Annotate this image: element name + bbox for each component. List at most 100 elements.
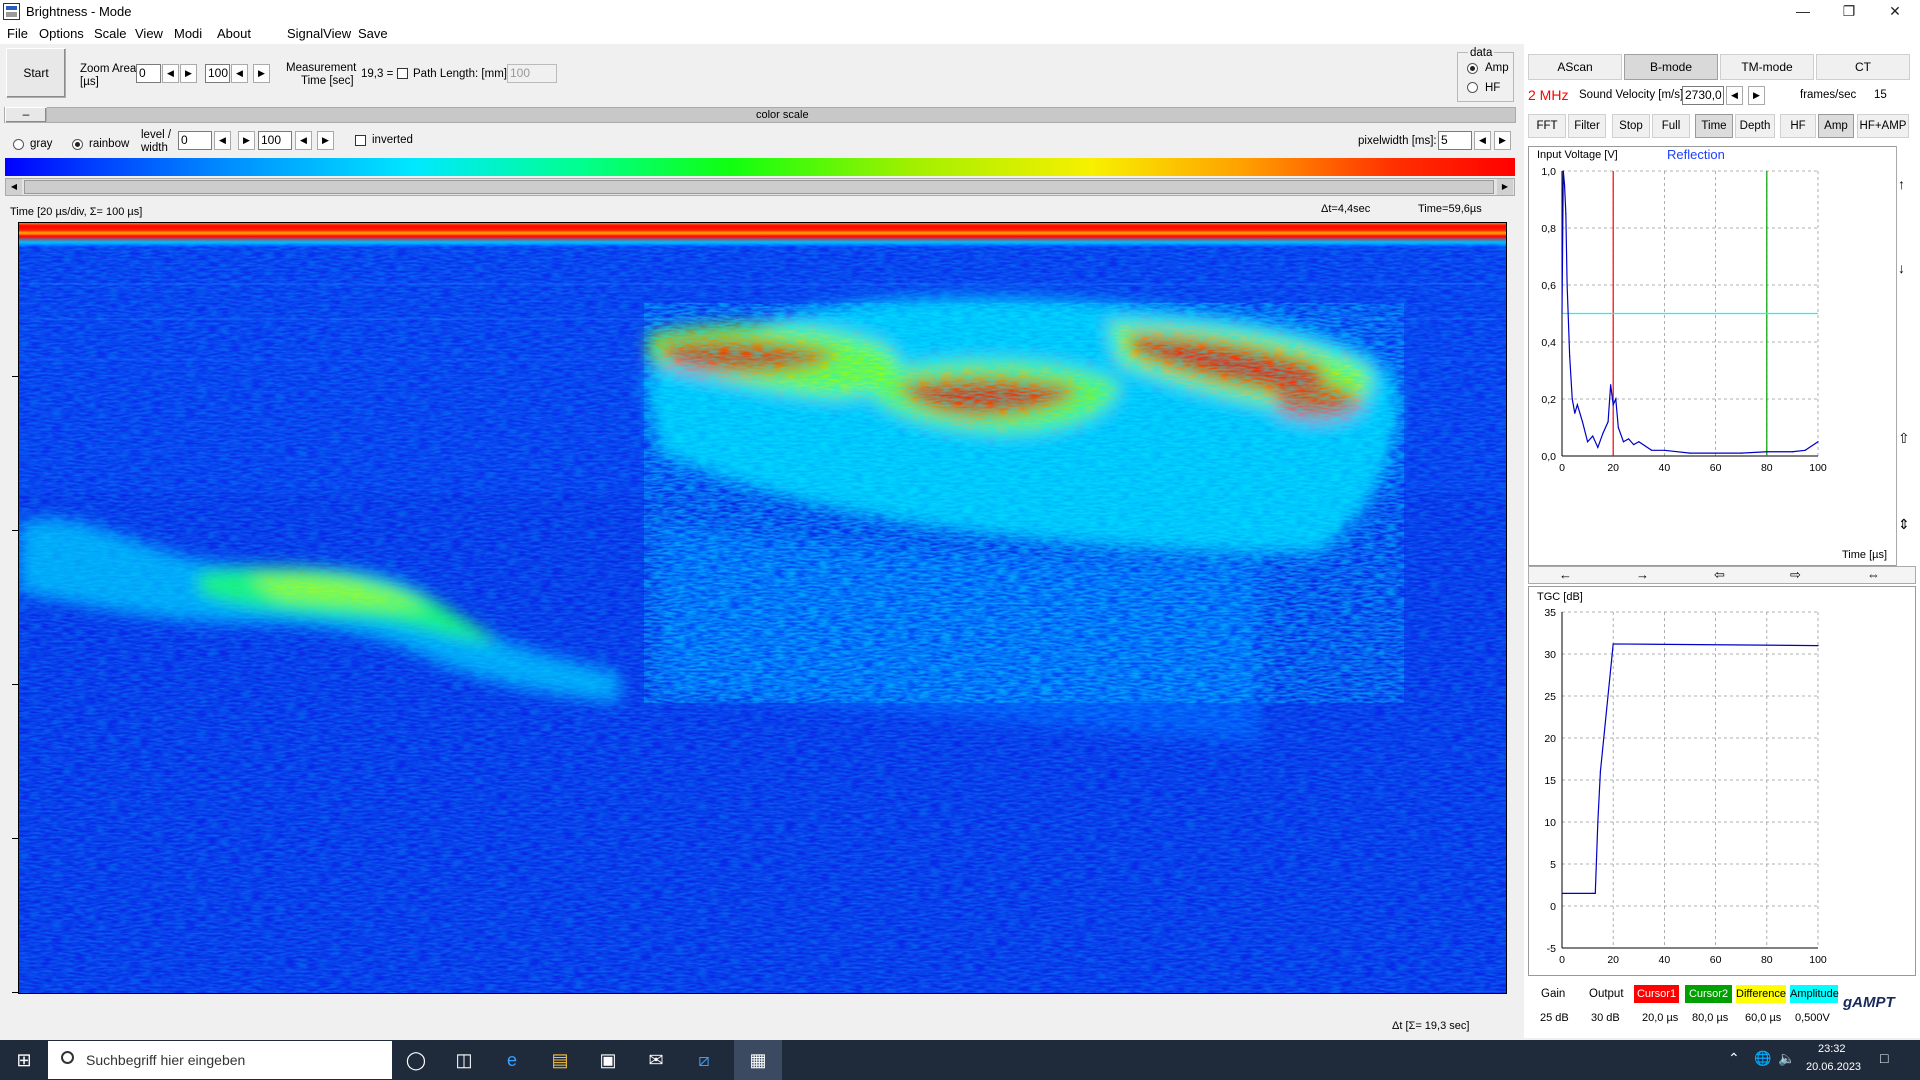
y-tick-label: 20 bbox=[1544, 733, 1556, 745]
scale-down-arrow[interactable]: ↓ bbox=[1898, 260, 1905, 276]
zoom-from-left-arrow[interactable]: ◀ bbox=[162, 64, 179, 83]
nav-both-arrow[interactable]: ⇔ bbox=[1867, 567, 1880, 582]
zoom-area-label: Zoom Area bbox=[80, 63, 136, 75]
file-explorer-icon[interactable]: ▤ bbox=[536, 1040, 584, 1080]
fft-button[interactable]: FFT bbox=[1528, 114, 1566, 138]
menu-file[interactable]: File bbox=[7, 26, 28, 41]
scroll-thumb[interactable] bbox=[24, 180, 1494, 194]
mail-icon[interactable]: ✉ bbox=[632, 1040, 680, 1080]
inverted-checkbox[interactable] bbox=[355, 135, 366, 146]
menu-about[interactable]: About bbox=[217, 26, 251, 41]
y-tick-label: 0,6 bbox=[1541, 280, 1556, 292]
notifications-icon[interactable]: □ bbox=[1880, 1050, 1888, 1066]
maximize-button[interactable]: ❐ bbox=[1826, 0, 1872, 24]
tab-bmode[interactable]: B-mode bbox=[1624, 54, 1718, 80]
zoom-from-input[interactable]: 0 bbox=[136, 64, 161, 83]
tab-tmmode[interactable]: TM-mode bbox=[1720, 54, 1814, 80]
offset-updown-arrow[interactable]: ⇕ bbox=[1898, 516, 1910, 533]
nav-left-arrow[interactable]: ← bbox=[1559, 567, 1572, 582]
velocity-right-arrow[interactable]: ▶ bbox=[1748, 86, 1765, 105]
zoom-to-left-arrow[interactable]: ◀ bbox=[231, 64, 248, 83]
nav-left-hollow-arrow[interactable]: ⇦ bbox=[1714, 567, 1725, 583]
x-tick-label: 80 bbox=[1761, 462, 1773, 474]
zoom-to-right-arrow[interactable]: ▶ bbox=[253, 64, 270, 83]
data-amp-radio[interactable] bbox=[1467, 63, 1478, 74]
scroll-right-arrow[interactable]: ▶ bbox=[1497, 179, 1513, 195]
gray-radio[interactable] bbox=[13, 139, 24, 150]
edge-icon[interactable]: e bbox=[488, 1040, 536, 1080]
windows-start-icon[interactable]: ⊞ bbox=[0, 1040, 48, 1080]
velocity-left-arrow[interactable]: ◀ bbox=[1726, 86, 1743, 105]
menu-scale[interactable]: Scale bbox=[94, 26, 127, 41]
level-from-left-arrow[interactable]: ◀ bbox=[214, 131, 231, 150]
pixelwidth-input[interactable]: 5 bbox=[1438, 131, 1472, 150]
data-point bbox=[1615, 398, 1616, 399]
level-to-right-arrow[interactable]: ▶ bbox=[317, 131, 334, 150]
bscan-heatmap bbox=[19, 223, 1507, 994]
data-hf-radio[interactable] bbox=[1467, 82, 1478, 93]
hf-button[interactable]: HF bbox=[1780, 114, 1816, 138]
data-point bbox=[1805, 450, 1806, 451]
pixelwidth-right-arrow[interactable]: ▶ bbox=[1494, 131, 1511, 150]
y-tick-label: 15 bbox=[1544, 775, 1556, 787]
zoom-to-input[interactable]: 100 bbox=[205, 64, 230, 83]
task-view-icon[interactable]: ◫ bbox=[440, 1040, 488, 1080]
close-button[interactable]: ✕ bbox=[1872, 0, 1918, 24]
volume-icon[interactable]: 🔈 bbox=[1778, 1050, 1795, 1067]
bscan-app-taskbar-icon[interactable]: ▦ bbox=[734, 1040, 782, 1080]
menu-options[interactable]: Options bbox=[39, 26, 84, 41]
sound-velocity-input[interactable]: 2730,0 bbox=[1682, 86, 1724, 105]
tray-time[interactable]: 23:32 bbox=[1818, 1043, 1846, 1055]
x-tick-label: 60 bbox=[1710, 462, 1722, 474]
amp-button[interactable]: Amp bbox=[1818, 114, 1854, 138]
level-from-input[interactable]: 0 bbox=[178, 131, 212, 150]
menu-signalview[interactable]: SignalView bbox=[287, 26, 351, 41]
network-icon[interactable]: 🌐 bbox=[1754, 1050, 1771, 1067]
bscan-image[interactable] bbox=[18, 222, 1507, 994]
store-icon[interactable]: ▣ bbox=[584, 1040, 632, 1080]
cortana-icon[interactable]: ◯ bbox=[392, 1040, 440, 1080]
data-point bbox=[1664, 450, 1665, 451]
taskbar-search[interactable]: Suchbegriff hier eingeben bbox=[48, 1041, 392, 1079]
y-tick-label: 1,0 bbox=[1541, 166, 1556, 178]
width-label: width bbox=[141, 142, 168, 154]
full-button[interactable]: Full bbox=[1652, 114, 1690, 138]
start-button[interactable]: Start bbox=[6, 48, 66, 98]
scroll-left-arrow[interactable]: ◀ bbox=[6, 179, 22, 195]
offset-up-arrow[interactable]: ⇧ bbox=[1898, 430, 1910, 447]
scale-up-arrow[interactable]: ↑ bbox=[1898, 176, 1905, 192]
tray-chevron-icon[interactable]: ⌃ bbox=[1728, 1050, 1740, 1067]
pixelwidth-left-arrow[interactable]: ◀ bbox=[1474, 131, 1491, 150]
menu-view[interactable]: View bbox=[135, 26, 163, 41]
path-length-input[interactable]: 100 bbox=[507, 64, 557, 83]
stop-button[interactable]: Stop bbox=[1612, 114, 1650, 138]
color-scale-collapse-button[interactable]: – bbox=[5, 107, 47, 123]
series-line bbox=[1562, 171, 1818, 453]
tab-ct[interactable]: CT bbox=[1816, 54, 1910, 80]
level-to-input[interactable]: 100 bbox=[258, 131, 292, 150]
app-compass-icon[interactable]: ⧄ bbox=[680, 1040, 728, 1080]
filter-button[interactable]: Filter bbox=[1568, 114, 1606, 138]
level-to-left-arrow[interactable]: ◀ bbox=[295, 131, 312, 150]
time-button[interactable]: Time bbox=[1695, 114, 1733, 138]
zoom-from-right-arrow[interactable]: ▶ bbox=[180, 64, 197, 83]
legend-cursor1-value: 20,0 µs bbox=[1642, 1012, 1678, 1024]
nav-right-hollow-arrow[interactable]: ⇨ bbox=[1790, 567, 1801, 583]
tray-date[interactable]: 20.06.2023 bbox=[1806, 1061, 1861, 1073]
data-point bbox=[1613, 643, 1614, 644]
data-point bbox=[1689, 453, 1690, 454]
tab-ascan[interactable]: AScan bbox=[1528, 54, 1622, 80]
hfamp-button[interactable]: HF+AMP bbox=[1857, 114, 1909, 138]
menu-save[interactable]: Save bbox=[358, 26, 388, 41]
path-length-checkbox[interactable] bbox=[397, 68, 408, 79]
data-point bbox=[1628, 438, 1629, 439]
nav-right-arrow[interactable]: → bbox=[1636, 567, 1649, 582]
menu-modi[interactable]: Modi bbox=[174, 26, 202, 41]
ascan-chart[interactable]: 1,0 0,8 0,6 0,4 0,2 0,00 20 40 60 80 100 bbox=[1530, 160, 1890, 540]
rainbow-radio[interactable] bbox=[72, 139, 83, 150]
minimize-button[interactable]: — bbox=[1780, 0, 1826, 24]
depth-button[interactable]: Depth bbox=[1735, 114, 1775, 138]
taskbar: Suchbegriff hier eingeben bbox=[0, 1040, 1920, 1080]
level-from-right-arrow[interactable]: ▶ bbox=[238, 131, 255, 150]
